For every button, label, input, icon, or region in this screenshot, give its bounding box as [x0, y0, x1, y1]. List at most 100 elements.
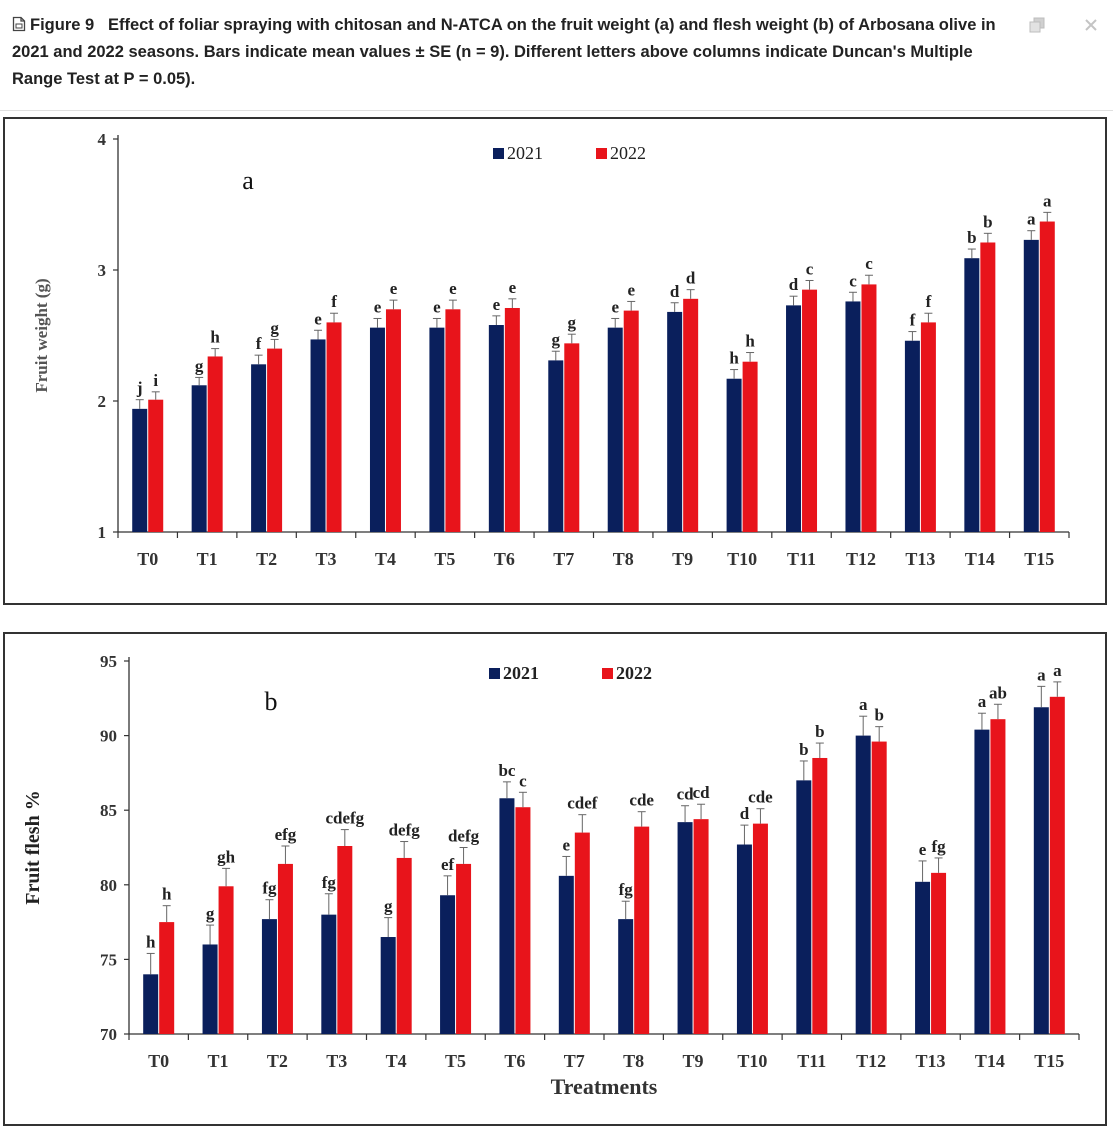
significance-letter: defg: [448, 827, 480, 846]
figure-label: Figure 9: [30, 16, 95, 34]
bar-2021: [321, 914, 337, 1034]
bar-2022: [277, 863, 293, 1034]
category-label: T7: [564, 1051, 585, 1071]
significance-letter: e: [627, 280, 635, 299]
y-tick-label: 85: [100, 801, 117, 820]
bar-2021: [1023, 239, 1039, 532]
legend-swatch-2021: [489, 668, 500, 679]
bar-2021: [191, 385, 207, 532]
significance-letter: g: [552, 330, 561, 349]
bar-2021: [1033, 707, 1049, 1034]
y-tick-label: 4: [98, 130, 107, 149]
document-icon: [12, 16, 26, 32]
x-axis-title: Treatments: [551, 1074, 658, 1099]
panel-label: b: [265, 687, 278, 716]
fruit-flesh-chart: 70 75 80 85 90 95 T0 T1 T2 T3 T4 T5 T6 T7 T8 T9 T10 T11 T1…: [22, 652, 1080, 1099]
significance-letter: fg: [322, 873, 337, 892]
bar-2022: [148, 399, 164, 532]
significance-letter: a: [859, 695, 868, 714]
bar-2022: [1039, 221, 1055, 532]
bar-2022: [159, 922, 175, 1034]
bar-2022: [337, 846, 353, 1034]
legend-swatch-2022: [596, 148, 607, 159]
legend-label-2021: 2021: [507, 143, 543, 163]
bar-2021: [143, 974, 159, 1034]
caption-divider: [0, 110, 1113, 111]
significance-letter: a: [1043, 191, 1052, 210]
category-label: T13: [905, 549, 935, 569]
category-label: T2: [256, 549, 277, 569]
bar-2021: [904, 340, 920, 532]
significance-letter: e: [390, 279, 398, 298]
significance-letter: cdefg: [325, 809, 364, 828]
category-label: T1: [208, 1051, 229, 1071]
bar-2021: [786, 305, 802, 532]
significance-letter: g: [206, 904, 215, 923]
bar-2022: [871, 741, 887, 1034]
category-label: T4: [375, 549, 396, 569]
category-label: T3: [326, 1051, 347, 1071]
significance-letter: cdef: [567, 794, 598, 813]
category-label: T12: [846, 549, 876, 569]
expand-button[interactable]: [1026, 14, 1048, 36]
bar-2022: [861, 284, 877, 532]
significance-letter: c: [849, 271, 857, 290]
bar-2022: [693, 819, 709, 1034]
significance-letter: h: [146, 932, 156, 951]
significance-letter: g: [384, 897, 393, 916]
significance-letter: cde: [748, 788, 773, 807]
significance-letter: h: [162, 885, 172, 904]
bar-2022: [802, 289, 818, 532]
bar-2021: [499, 798, 515, 1034]
bar-2022: [267, 348, 283, 532]
bar-2022: [980, 242, 996, 532]
significance-letter: fg: [262, 879, 277, 898]
significance-letter: g: [195, 356, 204, 375]
significance-letter: e: [493, 295, 501, 314]
significance-letter: b: [967, 228, 976, 247]
bar-2022: [752, 823, 768, 1034]
category-label: T6: [494, 549, 515, 569]
bar-2021: [202, 944, 218, 1034]
bar-2021: [915, 881, 931, 1034]
legend-label-2021: 2021: [503, 663, 539, 683]
category-label: T3: [316, 549, 337, 569]
significance-letter: d: [686, 269, 696, 288]
bar-2022: [742, 361, 758, 532]
significance-letter: e: [449, 279, 457, 298]
copy-expand-icon: [1029, 17, 1045, 33]
bar-2022: [634, 826, 650, 1034]
category-label: T15: [1034, 1051, 1064, 1071]
significance-letter: bc: [498, 761, 515, 780]
significance-letter: ef: [441, 855, 455, 874]
bar-2022: [683, 298, 699, 532]
significance-letter: d: [740, 804, 750, 823]
close-icon: [1085, 19, 1097, 31]
significance-letter: f: [926, 292, 932, 311]
bar-2022: [326, 322, 342, 532]
y-tick-label: 80: [100, 876, 117, 895]
bar-2021: [736, 844, 752, 1034]
panel-label: a: [242, 166, 254, 195]
legend-swatch-2022: [602, 668, 613, 679]
significance-letter: a: [978, 692, 987, 711]
y-tick-label: 2: [98, 392, 107, 411]
close-button[interactable]: [1080, 14, 1102, 36]
category-label: T4: [386, 1051, 407, 1071]
significance-letter: f: [256, 334, 262, 353]
bar-2021: [558, 875, 574, 1034]
bar-2021: [488, 325, 504, 532]
bar-2021: [607, 327, 623, 532]
category-label: T5: [445, 1051, 466, 1071]
category-label: T10: [727, 549, 757, 569]
chart-panel-a: 1 2 3 4 T0 T1 T2 T3 T4 T5 T6 T7 T8 T9 T10 T11 T12 T13 T14 T…: [3, 117, 1107, 605]
significance-letter: b: [799, 740, 808, 759]
bar-2022: [456, 863, 472, 1034]
category-label: T12: [856, 1051, 886, 1071]
bar-2022: [515, 807, 531, 1034]
y-tick-label: 1: [98, 523, 107, 542]
category-label: T14: [965, 549, 995, 569]
bar-2022: [623, 310, 639, 532]
significance-letter: e: [433, 297, 441, 316]
bar-2022: [564, 343, 580, 532]
